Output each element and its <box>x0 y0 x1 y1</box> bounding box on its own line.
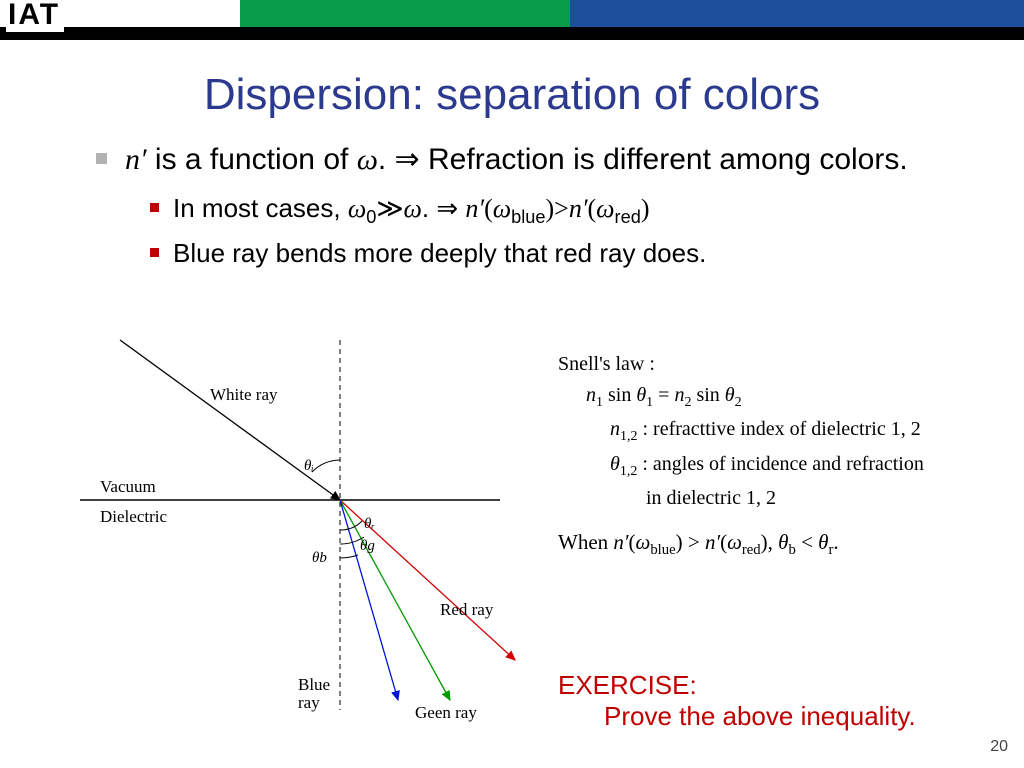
diagram-svg: White ray Vacuum Dielectric θᵢ θᵣ θg θb Red ray… <box>60 330 520 730</box>
header-seg-1 <box>240 0 570 27</box>
n-prime: n′ <box>125 143 147 176</box>
svg-text:Dielectric: Dielectric <box>100 507 167 526</box>
dispersion-diagram: White ray Vacuum Dielectric θᵢ θᵣ θg θb Red ray… <box>60 330 520 730</box>
svg-text:θg: θg <box>360 538 375 554</box>
math-l2: n1 sin θ1 = n2 sin θ2 <box>558 381 924 413</box>
math-l1: Snell's law : <box>558 350 924 379</box>
t: < <box>796 530 818 554</box>
t: : angles of incidence and refraction <box>637 453 924 475</box>
bullet-1-text: n′ is a function of ω. ⇒ Refraction is d… <box>125 140 908 179</box>
content-block: n′ is a function of ω. ⇒ Refraction is d… <box>96 140 984 277</box>
t: 1,2 <box>620 464 638 479</box>
t: n′ <box>569 194 588 223</box>
exercise-block: EXERCISE: Prove the above inequality. <box>558 670 916 732</box>
t: red <box>742 542 761 558</box>
t: ω <box>404 194 422 223</box>
exercise-line2: Prove the above inequality. <box>558 701 916 732</box>
t: n′ <box>705 530 720 554</box>
t: n <box>586 384 596 406</box>
svg-text:θb: θb <box>312 550 327 566</box>
math-l4: θ1,2 : angles of incidence and refractio… <box>558 450 924 482</box>
omega: ω <box>357 143 378 176</box>
sub-bullet-1-text: In most cases, ω0≫ω. ⇒ n′(ωblue)>n′(ωred… <box>173 191 650 230</box>
header-seg-2 <box>570 0 1024 27</box>
t: 0 <box>366 207 376 227</box>
sub-bullet-1: In most cases, ω0≫ω. ⇒ n′(ωblue)>n′(ωred… <box>150 191 984 230</box>
t: ) > <box>676 530 705 554</box>
svg-text:θᵣ: θᵣ <box>364 516 375 532</box>
t: In most cases, <box>173 193 348 223</box>
t: n′ <box>613 530 628 554</box>
t: b <box>788 542 795 558</box>
logo-text: IAT <box>6 0 64 32</box>
snells-law-block: Snell's law : n1 sin θ1 = n2 sin θ2 n1,2… <box>558 350 924 563</box>
t: )> <box>545 194 568 223</box>
t: n <box>674 384 684 406</box>
bullet-marker-icon <box>96 153 107 164</box>
svg-text:ray: ray <box>298 693 320 712</box>
t: sin <box>603 384 636 406</box>
t: = <box>653 384 674 406</box>
t: n <box>610 418 620 440</box>
svg-text:White ray: White ray <box>210 385 278 404</box>
t: θ <box>725 384 735 406</box>
t: . ⇒ <box>422 193 465 223</box>
sub-bullet-2: Blue ray bends more deeply that red ray … <box>150 236 984 271</box>
t: 1,2 <box>620 429 638 444</box>
math-l6: When n′(ωblue) > n′(ωred), θb < θr. <box>558 527 924 562</box>
t: When <box>558 530 613 554</box>
t: 2 <box>735 395 742 410</box>
t: θ <box>778 530 788 554</box>
t: ) <box>641 194 650 223</box>
t: ω <box>493 194 511 223</box>
t: ω <box>596 194 614 223</box>
t: ( <box>484 194 493 223</box>
t: θ <box>636 384 646 406</box>
t: red <box>615 207 641 227</box>
svg-text:Red ray: Red ray <box>440 600 494 619</box>
t: . <box>833 530 838 554</box>
t: ( <box>720 530 727 554</box>
t: blue <box>511 207 545 227</box>
sub-bullet-2-text: Blue ray bends more deeply that red ray … <box>173 236 706 271</box>
t: : refracttive index of dielectric 1, 2 <box>638 418 921 440</box>
t: n′ <box>465 194 484 223</box>
page-number: 20 <box>990 738 1008 756</box>
page-title: Dispersion: separation of colors <box>0 70 1024 120</box>
sub-bullet-marker-icon <box>150 203 159 212</box>
t: ≫ <box>376 194 403 223</box>
t: blue <box>650 542 675 558</box>
t: θ <box>610 453 620 475</box>
t: . ⇒ Refraction is different among colors… <box>378 143 908 176</box>
t: ), <box>761 530 779 554</box>
t: θ <box>818 530 828 554</box>
math-l5: in dielectric 1, 2 <box>558 484 924 513</box>
svg-text:Blue: Blue <box>298 675 330 694</box>
t: ω <box>636 530 651 554</box>
t: is a function of <box>147 143 357 176</box>
sublist: In most cases, ω0≫ω. ⇒ n′(ωblue)>n′(ωred… <box>150 191 984 271</box>
svg-text:θᵢ: θᵢ <box>304 458 314 474</box>
bullet-1: n′ is a function of ω. ⇒ Refraction is d… <box>96 140 984 179</box>
t: sin <box>691 384 724 406</box>
sub-bullet-marker-icon <box>150 248 159 257</box>
header-colorbar <box>0 0 1024 27</box>
t: ω <box>727 530 742 554</box>
svg-text:Vacuum: Vacuum <box>100 477 156 496</box>
math-l3: n1,2 : refracttive index of dielectric 1… <box>558 415 924 447</box>
t: ω <box>348 194 366 223</box>
svg-text:Geen ray: Geen ray <box>415 703 477 722</box>
t: ( <box>629 530 636 554</box>
exercise-line1: EXERCISE: <box>558 670 916 701</box>
header-blackbar <box>0 27 1024 40</box>
t: ( <box>588 194 597 223</box>
t: 1 <box>596 395 603 410</box>
